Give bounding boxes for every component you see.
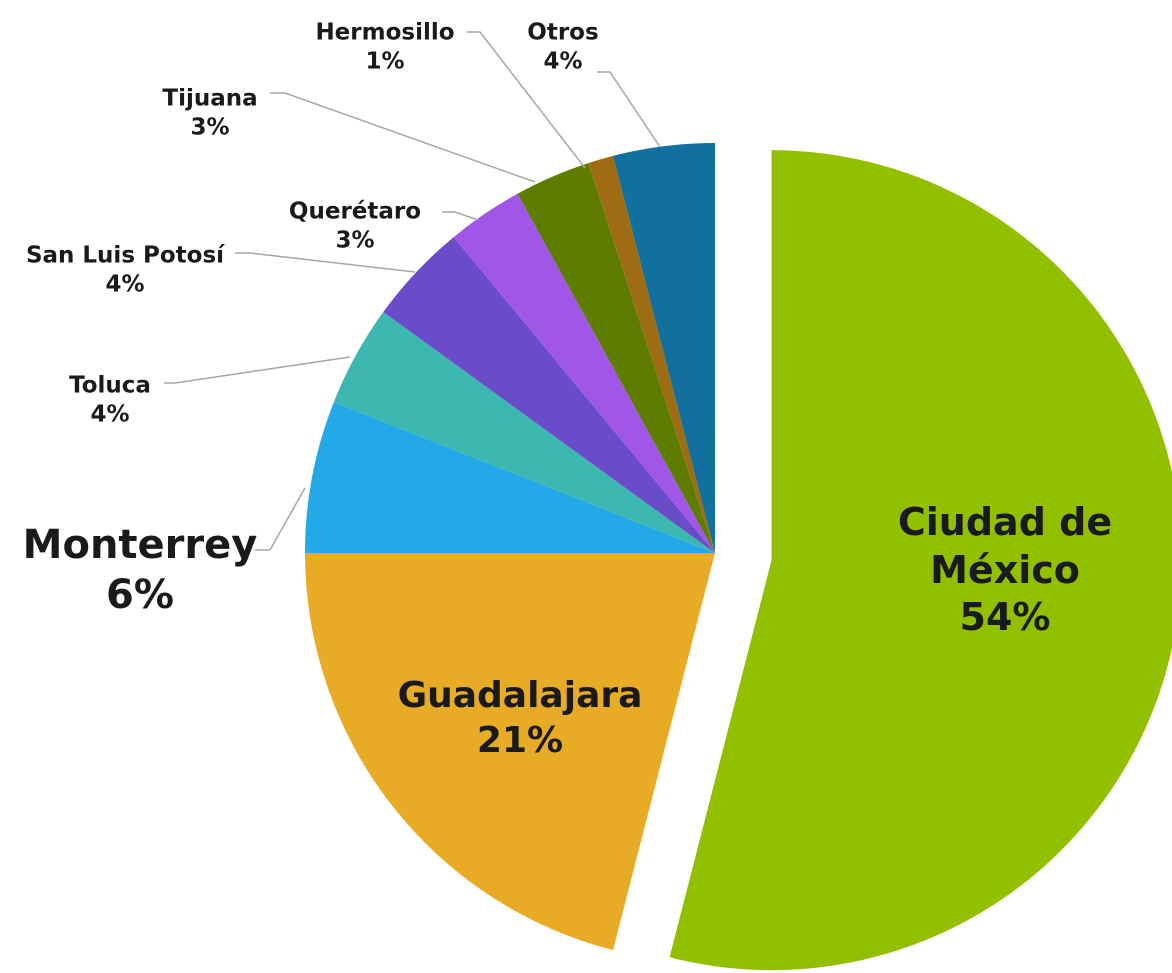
pie-slice	[305, 402, 715, 553]
category-label: Tijuana	[162, 85, 258, 112]
category-label: Toluca	[69, 372, 151, 399]
category-label: Otros	[527, 19, 599, 46]
leader-line	[467, 31, 586, 169]
leader-line	[442, 211, 479, 221]
leader-line	[270, 92, 536, 183]
data-label: Toluca 4%	[30, 371, 190, 429]
pie-slice	[613, 143, 715, 553]
data-label: Hermosillo 1%	[295, 18, 475, 76]
data-label: San Luis Potosí 4%	[5, 241, 245, 299]
pie-slice	[517, 163, 715, 553]
value-label: 21%	[476, 720, 564, 761]
data-label: Querétaro 3%	[275, 197, 435, 255]
category-label: Monterrey	[22, 522, 258, 568]
data-label: Monterrey 6%	[10, 520, 270, 620]
pie-slice	[453, 193, 715, 553]
value-label: 1%	[365, 48, 405, 74]
leader-line	[235, 252, 416, 273]
leader-line	[255, 487, 306, 551]
category-label: Ciudad de México	[897, 499, 1113, 592]
value-label: 3%	[335, 227, 375, 253]
category-label: Hermosillo	[315, 19, 455, 46]
data-label: Tijuana 3%	[130, 84, 290, 142]
data-label: Guadalajara 21%	[360, 673, 680, 763]
pie-slice	[333, 312, 715, 553]
data-label: Ciudad de México 54%	[885, 499, 1125, 642]
leader-line	[597, 71, 661, 148]
pie-slice	[305, 553, 715, 951]
value-label: 6%	[106, 572, 174, 618]
pie-slice	[383, 237, 715, 553]
value-label: 4%	[105, 271, 145, 297]
data-label: Otros 4%	[503, 18, 623, 76]
category-label: San Luis Potosí	[25, 242, 225, 269]
category-label: Guadalajara	[397, 675, 643, 716]
pie-slice	[669, 150, 1172, 971]
pie-slice	[588, 155, 715, 553]
value-label: 54%	[959, 594, 1051, 639]
category-label: Querétaro	[288, 198, 422, 225]
value-label: 3%	[190, 114, 230, 140]
value-label: 4%	[543, 48, 583, 74]
value-label: 4%	[90, 401, 130, 427]
leader-line	[164, 356, 351, 384]
